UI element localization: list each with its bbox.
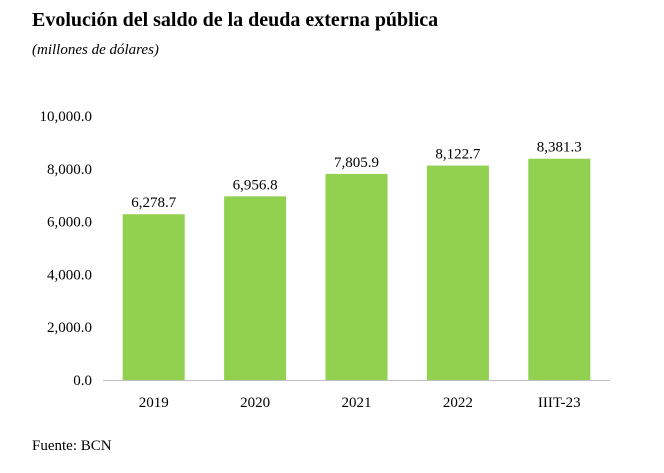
data-label: 6,278.7 [131,195,177,211]
bar [426,165,489,380]
y-tick-label: 8,000.0 [47,162,92,178]
y-axis-labels: 0.0 2,000.0 4,000.0 6,000.0 8,000.0 10,000.0 [40,109,93,389]
x-category-label: 2019 [139,395,169,411]
y-tick-label: 4,000.0 [47,267,92,283]
bars [122,158,591,380]
chart-title: Evolución del saldo de la deuda externa … [32,9,439,31]
bar [122,214,185,380]
x-category-label: 2020 [240,395,270,411]
x-category-label: 2022 [443,395,473,411]
data-label: 6,956.8 [233,177,278,193]
bar [325,173,388,380]
source-note: Fuente: BCN [32,438,112,454]
y-tick-label: 2,000.0 [47,320,92,336]
data-label: 8,381.3 [537,140,582,156]
bar [528,158,591,380]
y-tick-label: 0.0 [73,373,92,389]
y-tick-label: 10,000.0 [40,109,93,125]
data-labels: 6,278.7 6,956.8 7,805.9 8,122.7 8,381.3 [131,140,582,212]
bar [224,196,287,380]
x-category-label: 2021 [342,395,372,411]
y-tick-label: 6,000.0 [47,215,92,231]
x-category-label: IIIT-23 [538,395,581,411]
chart-subtitle: (millones de dólares) [32,42,159,58]
data-label: 8,122.7 [435,147,481,163]
x-axis-labels: 2019 2020 2021 2022 IIIT-23 [139,395,581,411]
data-label: 7,805.9 [334,155,379,171]
